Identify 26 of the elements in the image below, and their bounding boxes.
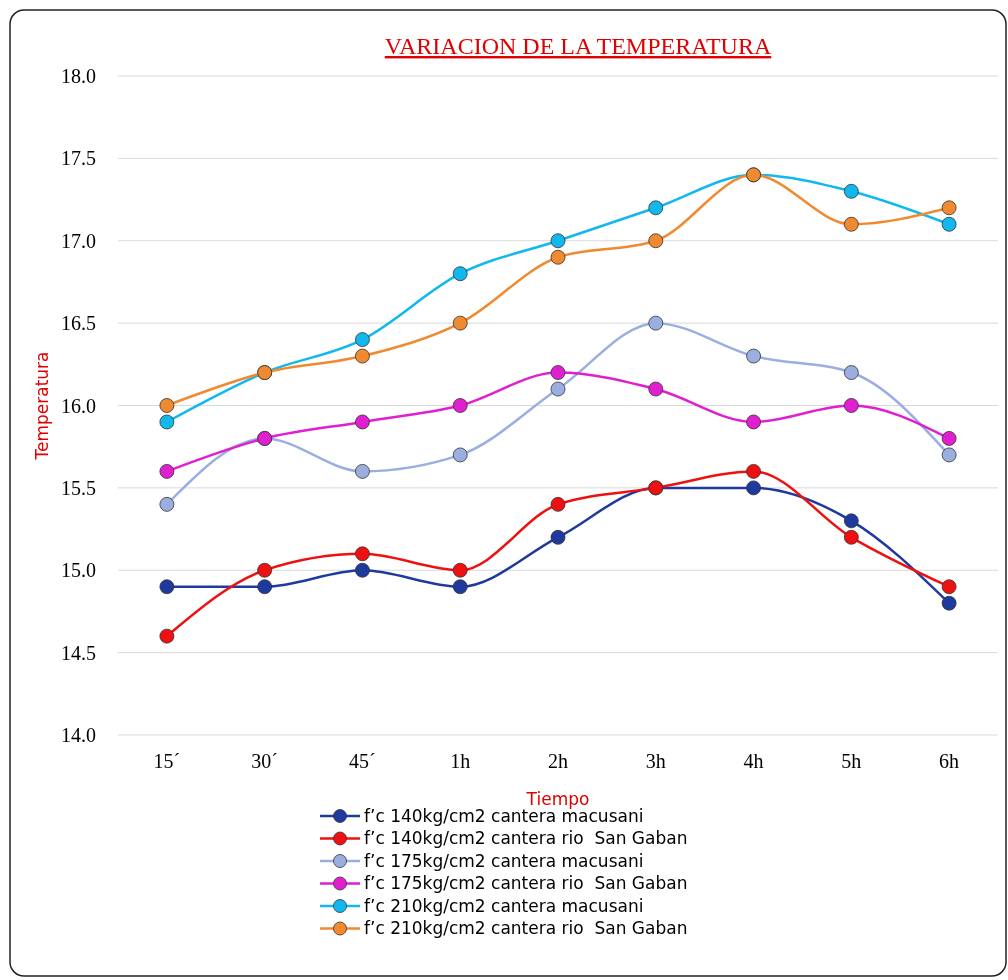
x-tick-label: 3h (645, 750, 666, 772)
y-axis-title: Temperatura (32, 351, 52, 461)
x-tick-label: 5h (841, 750, 862, 772)
legend-label: f’c 140kg/cm2 cantera rio San Gaban (364, 828, 688, 849)
x-tick-label: 4h (743, 750, 764, 772)
x-tick-label: 30´ (251, 750, 278, 772)
x-tick-label: 45´ (349, 750, 376, 772)
x-axis-title: Tiempo (525, 789, 590, 809)
y-tick-label: 16.5 (61, 312, 96, 335)
x-tick-label: 2h (548, 750, 568, 772)
legend-label: f’c 175kg/cm2 cantera rio San Gaban (364, 873, 688, 894)
y-tick-label: 17.5 (61, 147, 96, 170)
legend-label: f’c 210kg/cm2 cantera rio San Gaban (364, 918, 688, 939)
y-tick-label: 14.5 (61, 641, 96, 664)
y-tick-label: 16.0 (61, 394, 96, 417)
y-tick-label: 18.0 (61, 65, 96, 87)
y-tick-label: 15.0 (61, 559, 96, 582)
x-tick-label: 6h (939, 750, 960, 772)
x-tick-label: 15´ (153, 750, 181, 772)
chart-title: VARIACION DE LA TEMPERATURA (384, 33, 772, 59)
x-tick-label: 1h (450, 750, 471, 772)
legend-label: f’c 210kg/cm2 cantera macusani (364, 895, 644, 916)
y-tick-label: 14.0 (61, 724, 96, 746)
legend-label: f’c 175kg/cm2 cantera macusani (364, 850, 644, 871)
y-tick-label: 17.0 (61, 229, 96, 252)
y-tick-label: 15.5 (61, 476, 96, 499)
